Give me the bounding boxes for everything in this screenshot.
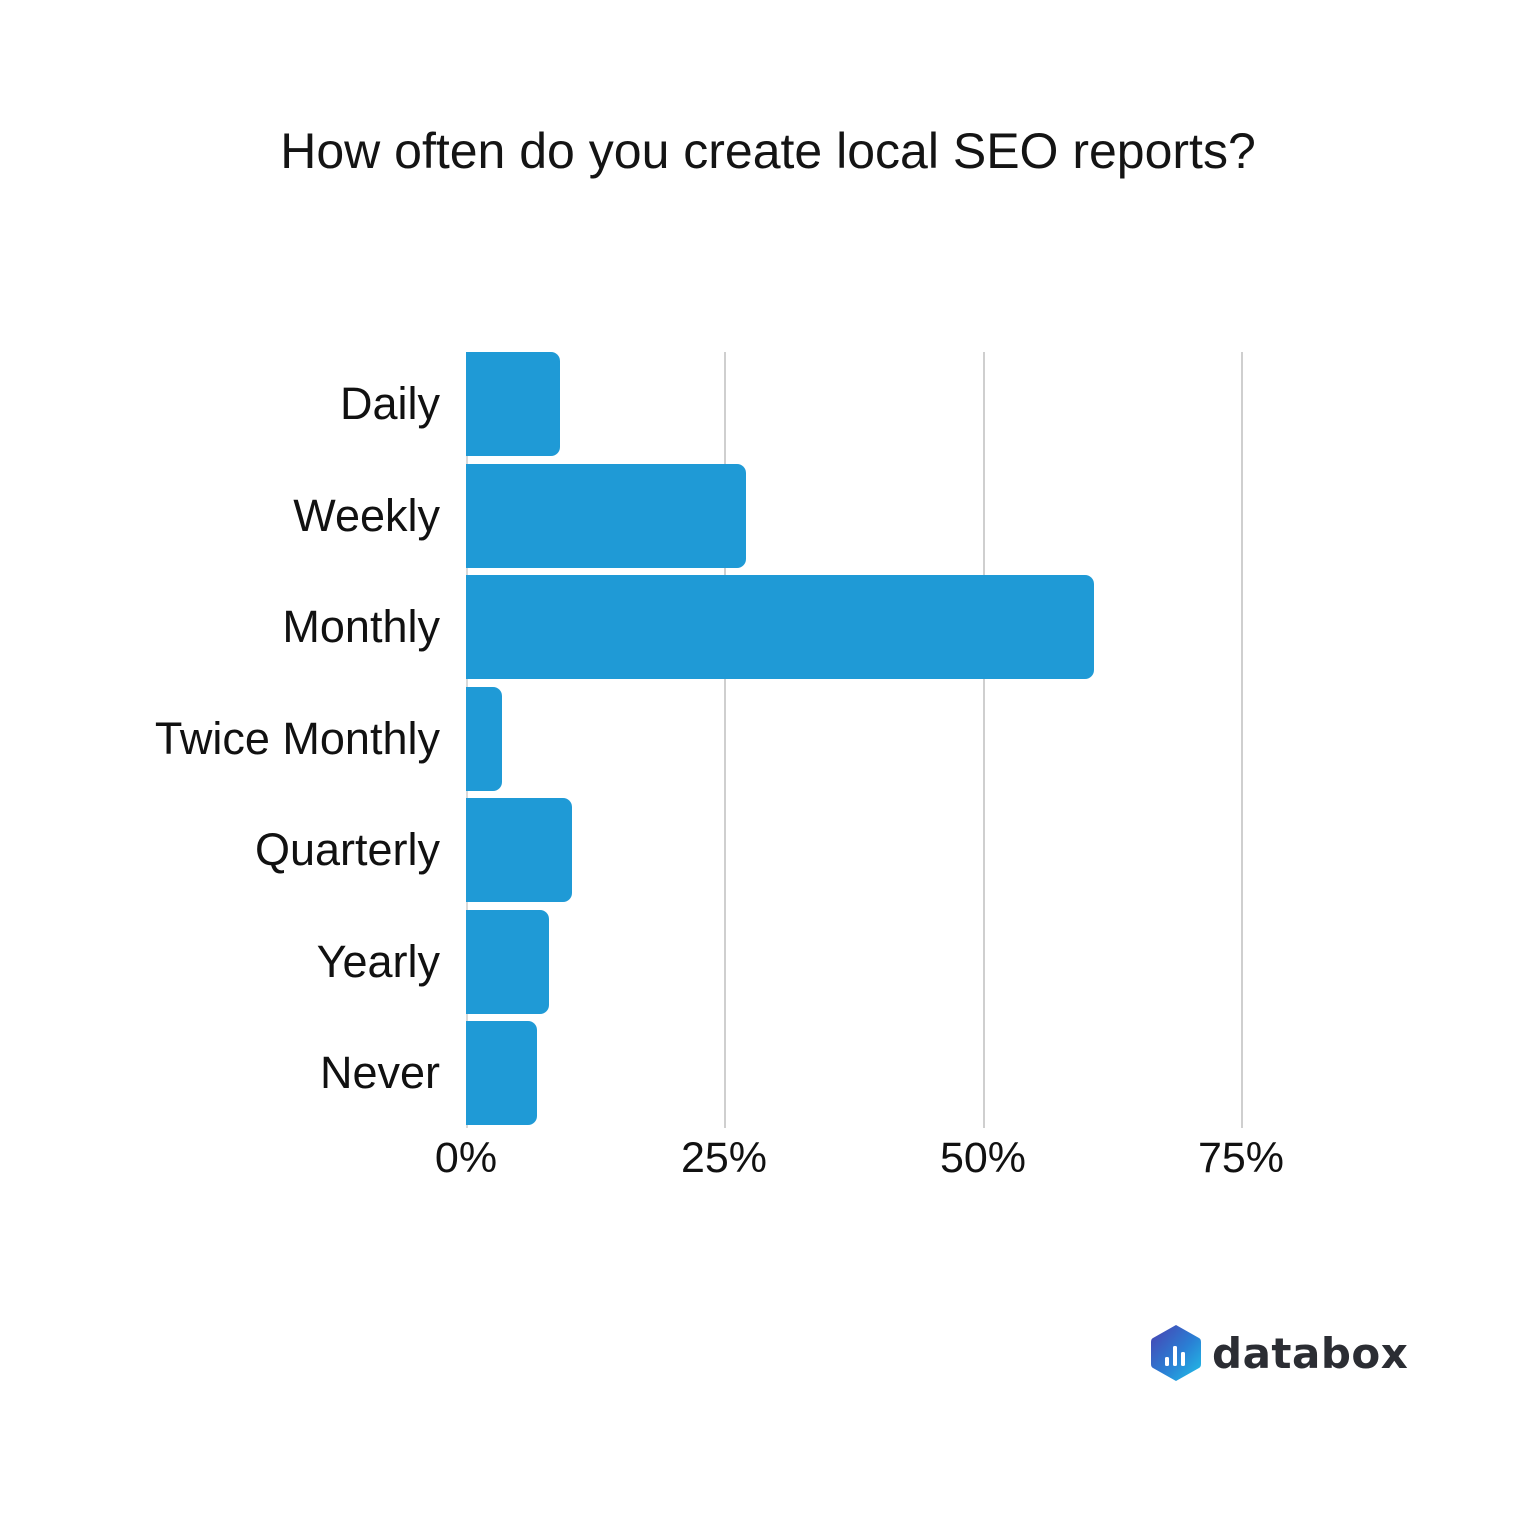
bar-monthly [466, 575, 1095, 679]
x-tick-25: 25% [680, 1134, 768, 1182]
bar-twice-monthly [466, 686, 503, 791]
category-label: Yearly [316, 935, 440, 987]
plot-area [466, 352, 1466, 1128]
bar-never [466, 1021, 538, 1125]
bar-quarterly [466, 798, 573, 902]
x-tick-75: 75% [1197, 1134, 1285, 1182]
category-label: Daily [339, 378, 440, 429]
databox-hexagon-icon [1151, 1325, 1201, 1381]
category-label: Weekly [293, 489, 440, 541]
gridline-25 [724, 352, 726, 1128]
category-label: Quarterly [254, 824, 440, 875]
bar-yearly [466, 909, 549, 1014]
category-label: Twice Monthly [154, 712, 440, 764]
bar-weekly [466, 463, 746, 568]
category-label: Monthly [282, 601, 440, 652]
x-tick-50: 50% [939, 1134, 1027, 1182]
gridline-50 [983, 352, 985, 1128]
databox-logo: databox [1150, 1324, 1408, 1382]
category-label: Never [319, 1047, 440, 1098]
logo-text: databox [1212, 1328, 1409, 1378]
x-tick-0: 0% [434, 1134, 498, 1182]
chart-title: How often do you create local SEO report… [280, 123, 1256, 179]
gridline-75 [1241, 352, 1243, 1128]
bar-daily [466, 352, 561, 456]
